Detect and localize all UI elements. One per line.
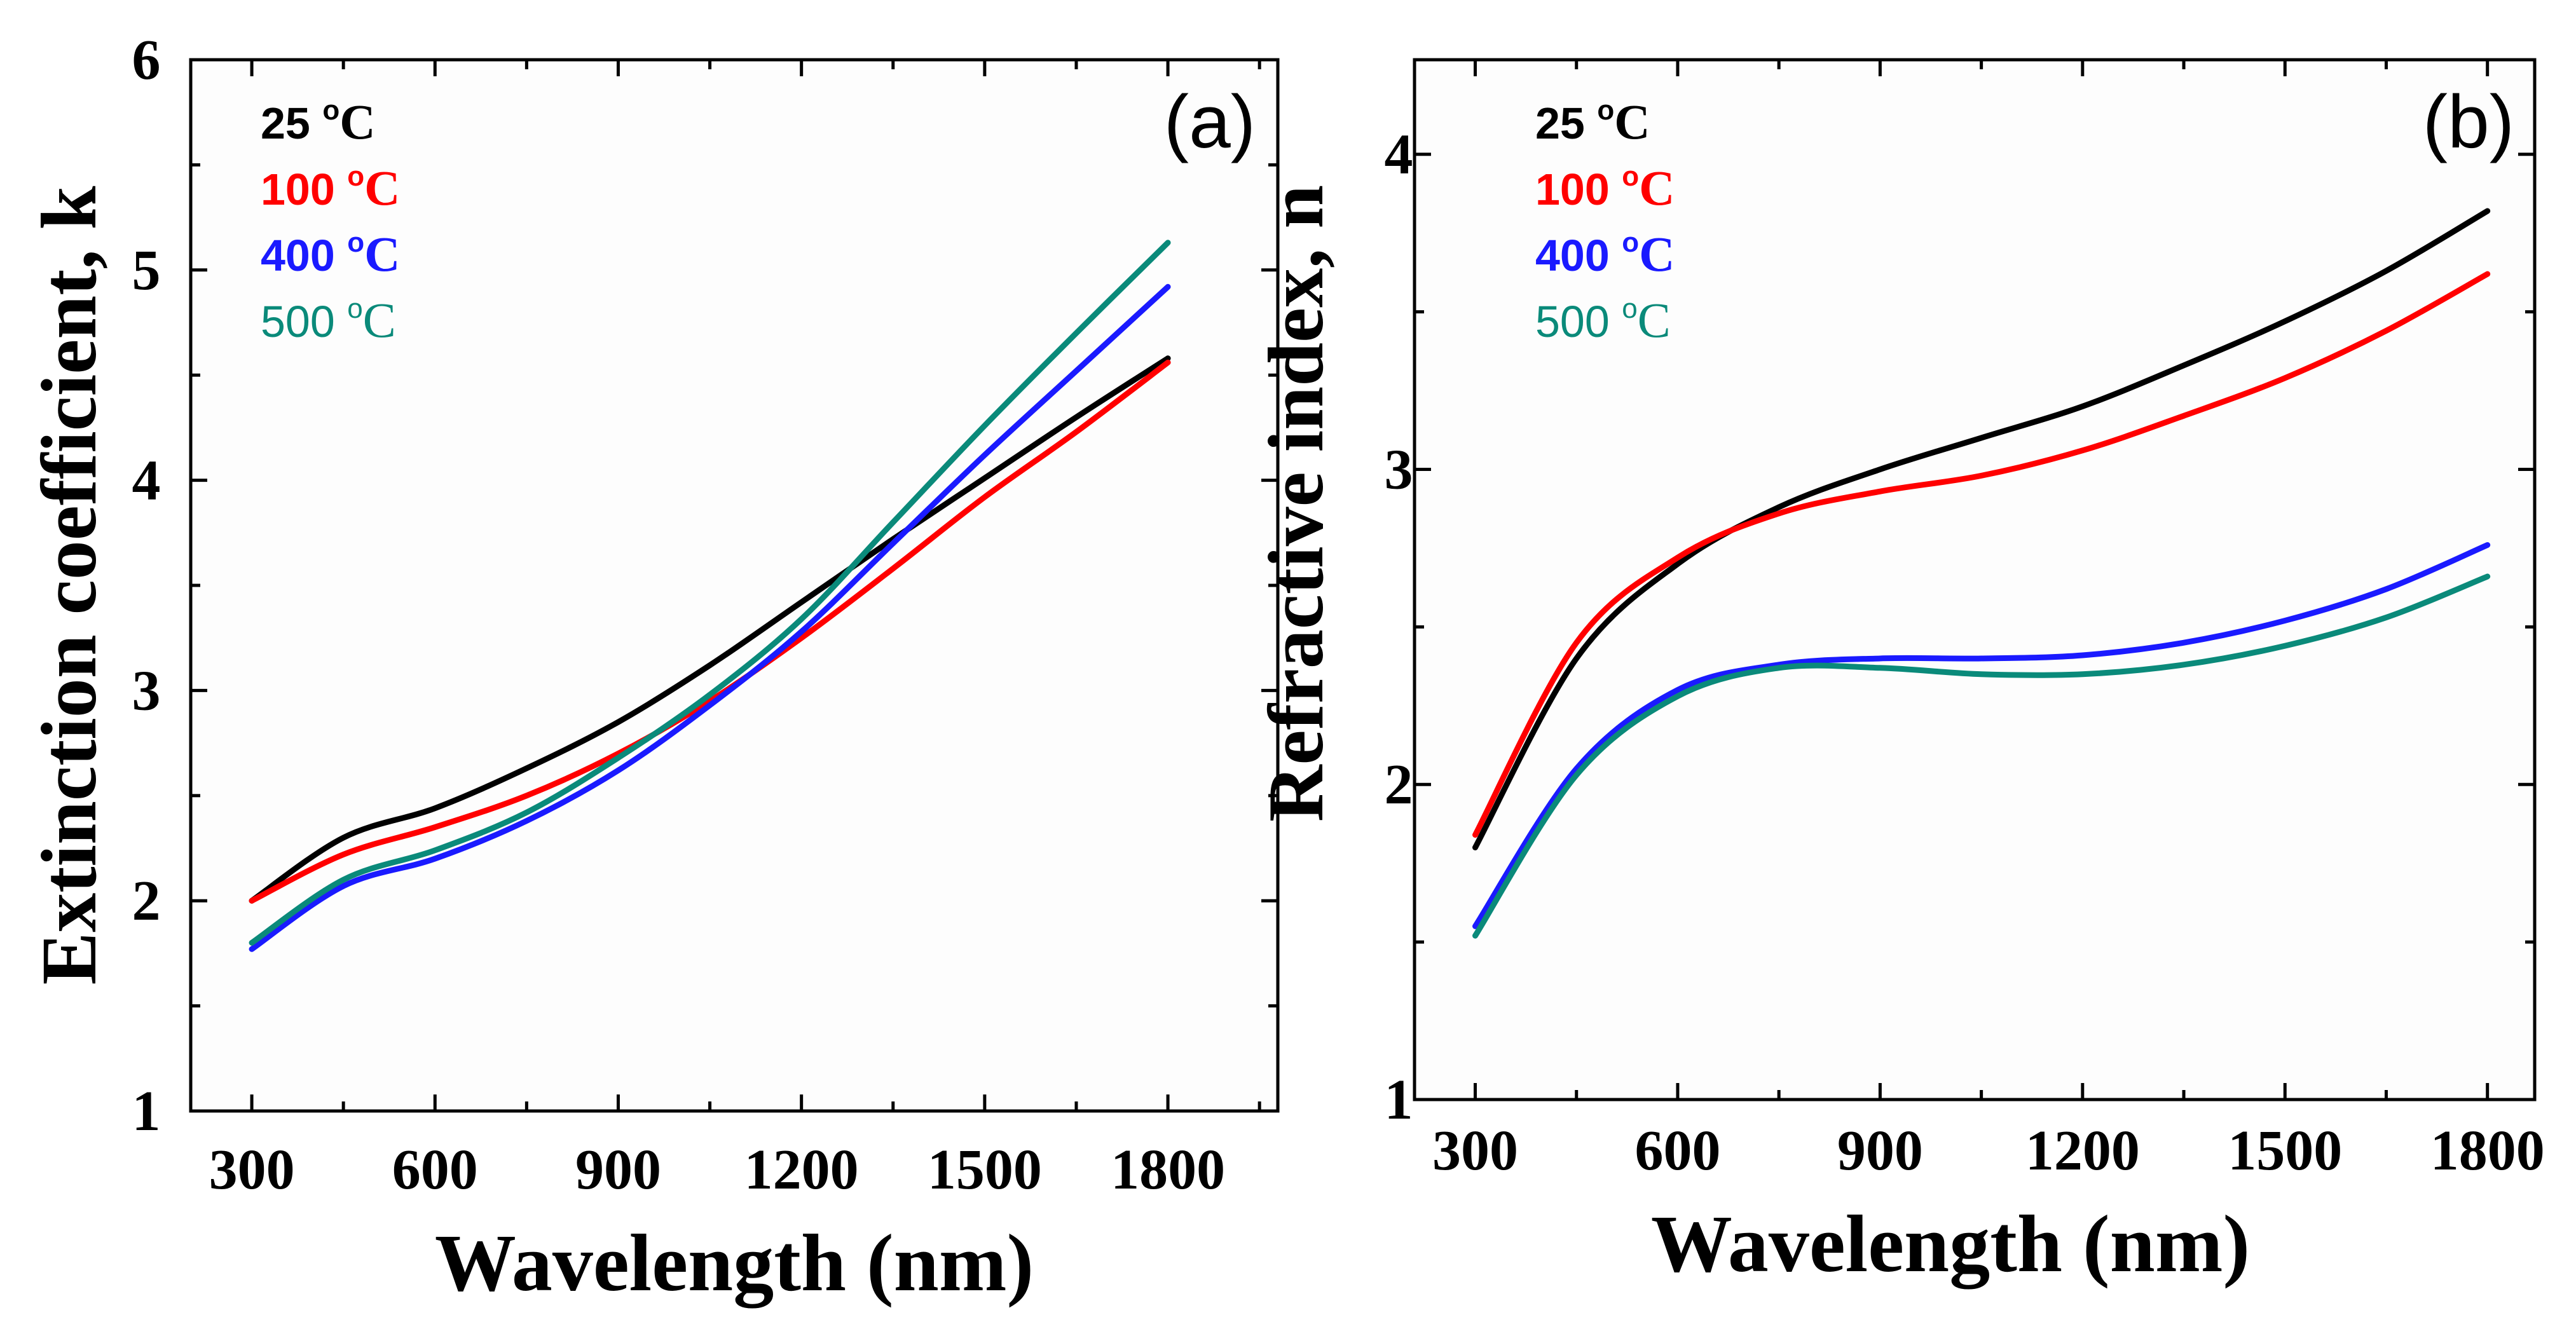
y-axis-title: Extinction coefficient, k (25, 186, 113, 985)
y-tick-label: 4 (1385, 123, 1413, 186)
series-line-25 (249, 355, 1171, 904)
x-tick-label: 600 (392, 1138, 478, 1201)
x-tick-label: 1800 (2430, 1119, 2545, 1182)
legend-entry-25: 25 oC (261, 94, 376, 149)
x-tick-label: 300 (1432, 1119, 1518, 1182)
x-tick-label: 300 (209, 1138, 295, 1201)
legend: 25 oC 100 oC 400 oC 500 oC (1535, 94, 1675, 348)
legend-entry-500: 500 oC (1535, 292, 1671, 348)
x-axis-title: Wavelength (nm) (435, 1218, 1034, 1308)
x-tick-label: 1200 (2025, 1119, 2140, 1182)
legend-entry-100: 100 oC (261, 160, 400, 215)
y-tick-label: 3 (1385, 438, 1413, 501)
x-tick-label: 600 (1634, 1119, 1720, 1182)
y-tick-label: 2 (1385, 753, 1413, 816)
y-tick-label: 1 (132, 1080, 161, 1143)
x-tick-label: 900 (1837, 1119, 1923, 1182)
series-line-500 (249, 240, 1171, 946)
legend-entry-100: 100 oC (1535, 160, 1675, 215)
y-axis-title: Refractive index, n (1252, 185, 1339, 822)
plot-area-a (189, 58, 1280, 1113)
panel-a: 300 600 900 1200 1500 1800 1 2 3 4 5 6 Wavelength (n… (25, 29, 1280, 1308)
x-tick-label: 1800 (1111, 1138, 1225, 1201)
y-tick-label: 2 (132, 869, 161, 932)
x-tick-label: 1500 (928, 1138, 1042, 1201)
legend: 25 oC 100 oC 400 oC 500 oC (261, 94, 400, 348)
y-tick-label: 1 (1385, 1068, 1413, 1131)
x-tick-label: 900 (575, 1138, 661, 1201)
y-tick-label: 6 (132, 29, 161, 92)
x-axis-title: Wavelength (nm) (1651, 1199, 2250, 1289)
y-tick-label: 5 (132, 239, 161, 302)
plot-area-b (1413, 58, 2537, 1101)
y-tick-label: 4 (132, 449, 161, 512)
series-line-100 (1472, 271, 2491, 838)
panel-label: (a) (1164, 80, 1256, 164)
legend-entry-25: 25 oC (1535, 94, 1650, 149)
legend-entry-400: 400 oC (1535, 226, 1675, 282)
legend-entry-500: 500 oC (261, 292, 396, 348)
series-line-400 (1472, 542, 2491, 929)
panel-b: 300 600 900 1200 1500 1800 1 2 3 4 Wavelength (nm)… (1252, 58, 2545, 1289)
series-line-25 (1472, 208, 2491, 850)
panel-label: (b) (2423, 80, 2514, 164)
series-line-400 (249, 283, 1171, 952)
x-tick-label: 1200 (744, 1138, 859, 1201)
y-tick-label: 3 (132, 659, 161, 722)
x-tick-label: 1500 (2228, 1119, 2342, 1182)
series-line-500 (1472, 573, 2491, 939)
legend-entry-400: 400 oC (261, 226, 400, 282)
